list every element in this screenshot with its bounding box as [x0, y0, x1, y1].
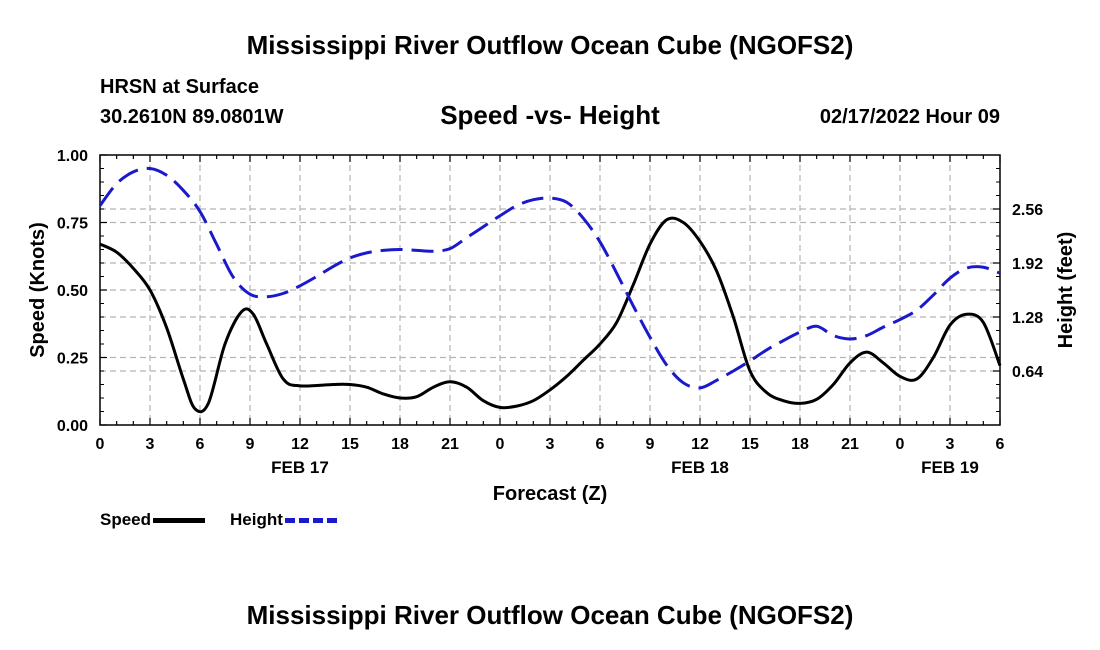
chart-datetime: 02/17/2022 Hour 09: [819, 106, 1000, 128]
x-tick-label: 21: [441, 436, 459, 453]
y-axis-title: Speed (Knots): [27, 222, 49, 358]
x-tick-label: 18: [391, 436, 409, 453]
legend-height-label: Height: [230, 510, 283, 529]
legend-height-swatch: [284, 518, 337, 524]
speed-series-line: [99, 216, 1002, 414]
x-tick-label: 18: [791, 436, 809, 453]
x-tick-label: 12: [691, 436, 709, 453]
station-coords: 30.2610N 89.0801W: [100, 106, 284, 128]
x-tick-label: 21: [841, 436, 859, 453]
y-tick-label: 0.25: [57, 351, 88, 368]
y-tick-label: 0.00: [57, 418, 88, 435]
x-tick-label: 0: [96, 436, 105, 453]
x-tick-label: 9: [246, 436, 255, 453]
x-date-label: FEB 18: [671, 458, 729, 477]
x-date-label: FEB 19: [921, 458, 979, 477]
y-tick-label: 1.00: [57, 148, 88, 165]
y2-tick-label: 1.28: [1012, 310, 1043, 327]
chart-title: Speed -vs- Height: [440, 100, 660, 130]
legend-height: Height: [230, 510, 337, 530]
x-date-label: FEB 17: [271, 458, 329, 477]
x-tick-label: 15: [341, 436, 359, 453]
legend-speed-label: Speed: [100, 510, 152, 529]
x-tick-label: 3: [946, 436, 955, 453]
y-tick-label: 0.75: [57, 216, 88, 233]
legend-speed-swatch: [153, 518, 206, 524]
x-tick-label: 15: [741, 436, 759, 453]
legend-speed: Speed: [100, 510, 206, 530]
y-tick-label: 0.50: [57, 283, 88, 300]
x-axis-title: Forecast (Z): [493, 483, 607, 505]
footer-title: Mississippi River Outflow Ocean Cube (NG…: [246, 600, 854, 630]
x-tick-label: 6: [596, 436, 605, 453]
x-tick-label: 12: [291, 436, 309, 453]
station-name: HRSN at Surface: [100, 76, 259, 98]
main-title: Mississippi River Outflow Ocean Cube (NG…: [246, 30, 854, 60]
x-tick-label: 0: [496, 436, 505, 453]
y2-tick-label: 0.64: [1012, 364, 1043, 381]
x-tick-label: 3: [146, 436, 155, 453]
height-series-line: [98, 166, 1001, 390]
y2-tick-label: 1.92: [1012, 256, 1043, 273]
x-tick-label: 3: [546, 436, 555, 453]
x-tick-label: 0: [896, 436, 905, 453]
x-tick-label: 6: [196, 436, 205, 453]
x-tick-label: 6: [996, 436, 1005, 453]
y2-axis-title: Height (feet): [1055, 232, 1077, 349]
y2-tick-label: 2.56: [1012, 202, 1043, 219]
x-tick-label: 9: [646, 436, 655, 453]
